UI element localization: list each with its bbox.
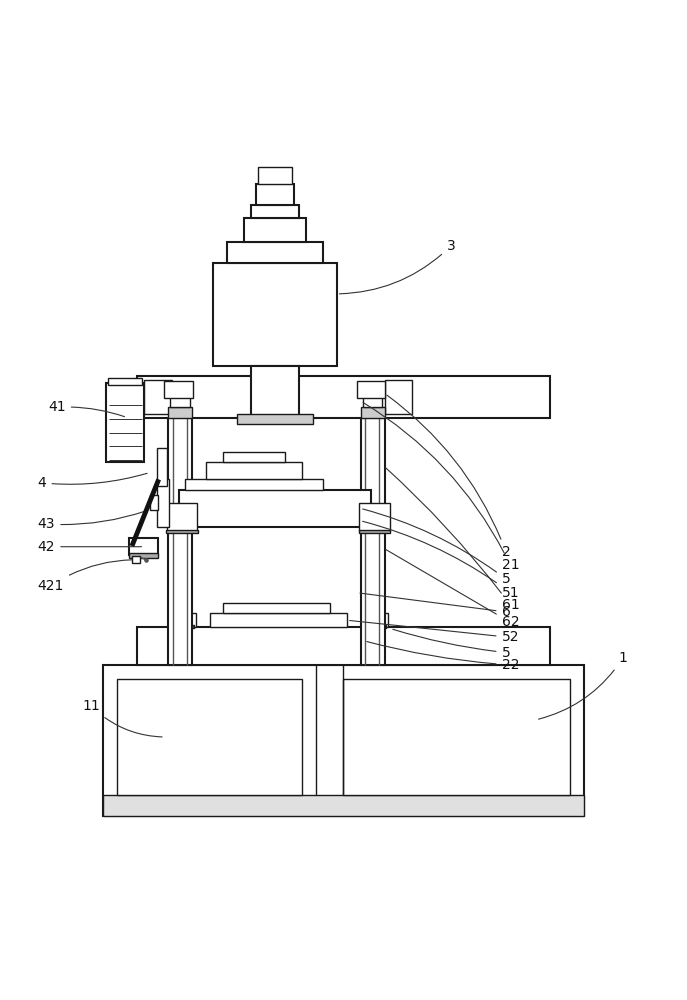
FancyBboxPatch shape	[166, 530, 198, 533]
FancyBboxPatch shape	[361, 613, 388, 627]
FancyBboxPatch shape	[206, 462, 302, 479]
FancyBboxPatch shape	[106, 383, 144, 462]
Text: 42: 42	[38, 540, 142, 554]
FancyBboxPatch shape	[168, 407, 192, 418]
Text: 3: 3	[339, 239, 455, 294]
FancyBboxPatch shape	[185, 479, 323, 490]
Text: 6: 6	[360, 593, 510, 619]
FancyBboxPatch shape	[144, 380, 172, 414]
FancyBboxPatch shape	[223, 452, 285, 462]
FancyBboxPatch shape	[256, 184, 294, 205]
FancyBboxPatch shape	[117, 679, 302, 795]
Text: 4: 4	[38, 473, 147, 490]
Text: 5: 5	[363, 509, 510, 586]
FancyBboxPatch shape	[137, 376, 550, 418]
Text: 51: 51	[363, 521, 519, 600]
FancyBboxPatch shape	[359, 503, 390, 531]
FancyBboxPatch shape	[210, 613, 347, 627]
FancyBboxPatch shape	[137, 627, 550, 665]
FancyBboxPatch shape	[170, 625, 194, 628]
FancyBboxPatch shape	[363, 397, 382, 407]
FancyBboxPatch shape	[361, 404, 385, 665]
Text: 2: 2	[387, 395, 510, 559]
Text: 61: 61	[385, 468, 519, 612]
FancyBboxPatch shape	[150, 495, 158, 510]
FancyBboxPatch shape	[244, 218, 306, 242]
FancyBboxPatch shape	[157, 479, 169, 527]
FancyBboxPatch shape	[258, 167, 292, 184]
Text: 11: 11	[82, 699, 162, 737]
Text: 22: 22	[367, 642, 519, 672]
FancyBboxPatch shape	[103, 795, 584, 816]
FancyBboxPatch shape	[129, 553, 158, 558]
FancyBboxPatch shape	[363, 625, 386, 628]
FancyBboxPatch shape	[251, 205, 299, 218]
FancyBboxPatch shape	[251, 366, 299, 418]
FancyBboxPatch shape	[213, 263, 337, 366]
Text: 41: 41	[48, 400, 124, 417]
FancyBboxPatch shape	[385, 380, 412, 414]
FancyBboxPatch shape	[167, 503, 197, 531]
Text: 5: 5	[393, 629, 510, 660]
FancyBboxPatch shape	[237, 414, 313, 424]
FancyBboxPatch shape	[357, 381, 385, 398]
Text: 21: 21	[363, 403, 519, 572]
Text: 62: 62	[385, 549, 519, 629]
FancyBboxPatch shape	[168, 613, 196, 627]
FancyBboxPatch shape	[223, 603, 330, 613]
FancyBboxPatch shape	[179, 490, 371, 527]
FancyBboxPatch shape	[157, 448, 167, 486]
Text: 52: 52	[350, 621, 519, 644]
Text: 1: 1	[539, 651, 627, 719]
FancyBboxPatch shape	[361, 407, 385, 418]
FancyBboxPatch shape	[129, 538, 158, 555]
FancyBboxPatch shape	[359, 530, 390, 533]
FancyBboxPatch shape	[227, 242, 323, 263]
FancyBboxPatch shape	[168, 404, 192, 665]
FancyBboxPatch shape	[164, 381, 193, 398]
FancyBboxPatch shape	[132, 556, 140, 563]
Text: 421: 421	[38, 560, 132, 593]
FancyBboxPatch shape	[103, 665, 584, 816]
FancyBboxPatch shape	[344, 679, 570, 795]
FancyBboxPatch shape	[108, 378, 142, 385]
FancyBboxPatch shape	[170, 397, 190, 407]
Text: 43: 43	[38, 511, 145, 531]
